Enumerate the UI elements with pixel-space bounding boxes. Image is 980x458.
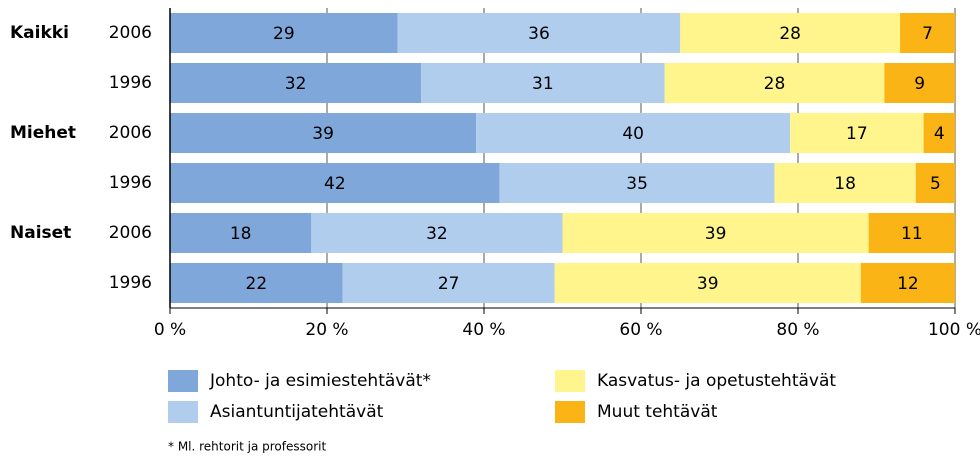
group-label: Kaikki [10, 23, 69, 43]
bar-segment [170, 263, 343, 303]
bar-segment [884, 63, 955, 103]
x-tick-label: 0 % [154, 320, 186, 340]
bar-segment [554, 263, 861, 303]
data-label: 17 [846, 124, 868, 144]
data-label: 29 [273, 24, 295, 44]
data-label: 7 [922, 24, 933, 44]
data-label: 18 [230, 224, 252, 244]
bar-segment [170, 63, 422, 103]
data-label: 28 [779, 24, 801, 44]
data-label: 4 [934, 124, 945, 144]
bar-segment [923, 113, 955, 153]
bar-segment [680, 13, 901, 53]
bar-segment [562, 213, 869, 253]
legend-swatch [555, 370, 585, 392]
x-tick-label: 40 % [462, 320, 505, 340]
data-label: 27 [438, 274, 460, 294]
data-label: 28 [764, 74, 786, 94]
x-tick-label: 80 % [776, 320, 819, 340]
x-tick-label: 20 % [305, 320, 348, 340]
data-label: 32 [426, 224, 448, 244]
legend-swatch [168, 401, 198, 423]
bar-segment [860, 263, 955, 303]
legend-label: Johto- ja esimiestehtävät* [209, 371, 431, 391]
bar-segment [170, 13, 398, 53]
bar-segment [499, 163, 775, 203]
data-label: 9 [914, 74, 925, 94]
y-tick-label: 2006 [109, 123, 152, 143]
bar-segment [170, 163, 500, 203]
data-label: 11 [901, 224, 923, 244]
x-tick-label: 100 % [928, 320, 980, 340]
bar-segment [774, 163, 916, 203]
data-label: 40 [622, 124, 644, 144]
group-label: Naiset [10, 223, 71, 243]
y-tick-label: 1996 [109, 173, 152, 193]
data-label: 35 [626, 174, 648, 194]
bar-segment [868, 213, 955, 253]
bar-segment [915, 163, 955, 203]
bar-segment [170, 213, 312, 253]
data-label: 42 [324, 174, 346, 194]
bar-segment [900, 13, 955, 53]
data-label: 31 [532, 74, 554, 94]
y-tick-label: 2006 [109, 223, 152, 243]
y-tick-label: 2006 [109, 23, 152, 43]
x-tick-label: 60 % [619, 320, 662, 340]
legend-label: Muut tehtävät [597, 402, 718, 422]
legend-swatch [555, 401, 585, 423]
legend-swatch [168, 370, 198, 392]
legend-label: Asiantuntijatehtävät [210, 402, 384, 422]
y-tick-label: 1996 [109, 73, 152, 93]
footnote: * Ml. rehtorit ja professorit [168, 440, 326, 454]
data-label: 5 [930, 174, 941, 194]
data-label: 32 [285, 74, 307, 94]
legend-label: Kasvatus- ja opetustehtävät [597, 371, 836, 391]
data-label: 22 [246, 274, 268, 294]
bar-segment [421, 63, 665, 103]
y-tick-label: 1996 [109, 273, 152, 293]
data-label: 39 [312, 124, 334, 144]
group-label: Miehet [10, 123, 76, 143]
data-label: 36 [528, 24, 550, 44]
bar-segment [476, 113, 791, 153]
data-label: 18 [834, 174, 856, 194]
bar-segment [397, 13, 681, 53]
data-label: 39 [705, 224, 727, 244]
bar-segment [664, 63, 885, 103]
bar-segment [170, 113, 477, 153]
data-label: 12 [897, 274, 919, 294]
bar-segment [311, 213, 563, 253]
bar-segment [342, 263, 555, 303]
data-label: 39 [697, 274, 719, 294]
bar-segment [790, 113, 924, 153]
